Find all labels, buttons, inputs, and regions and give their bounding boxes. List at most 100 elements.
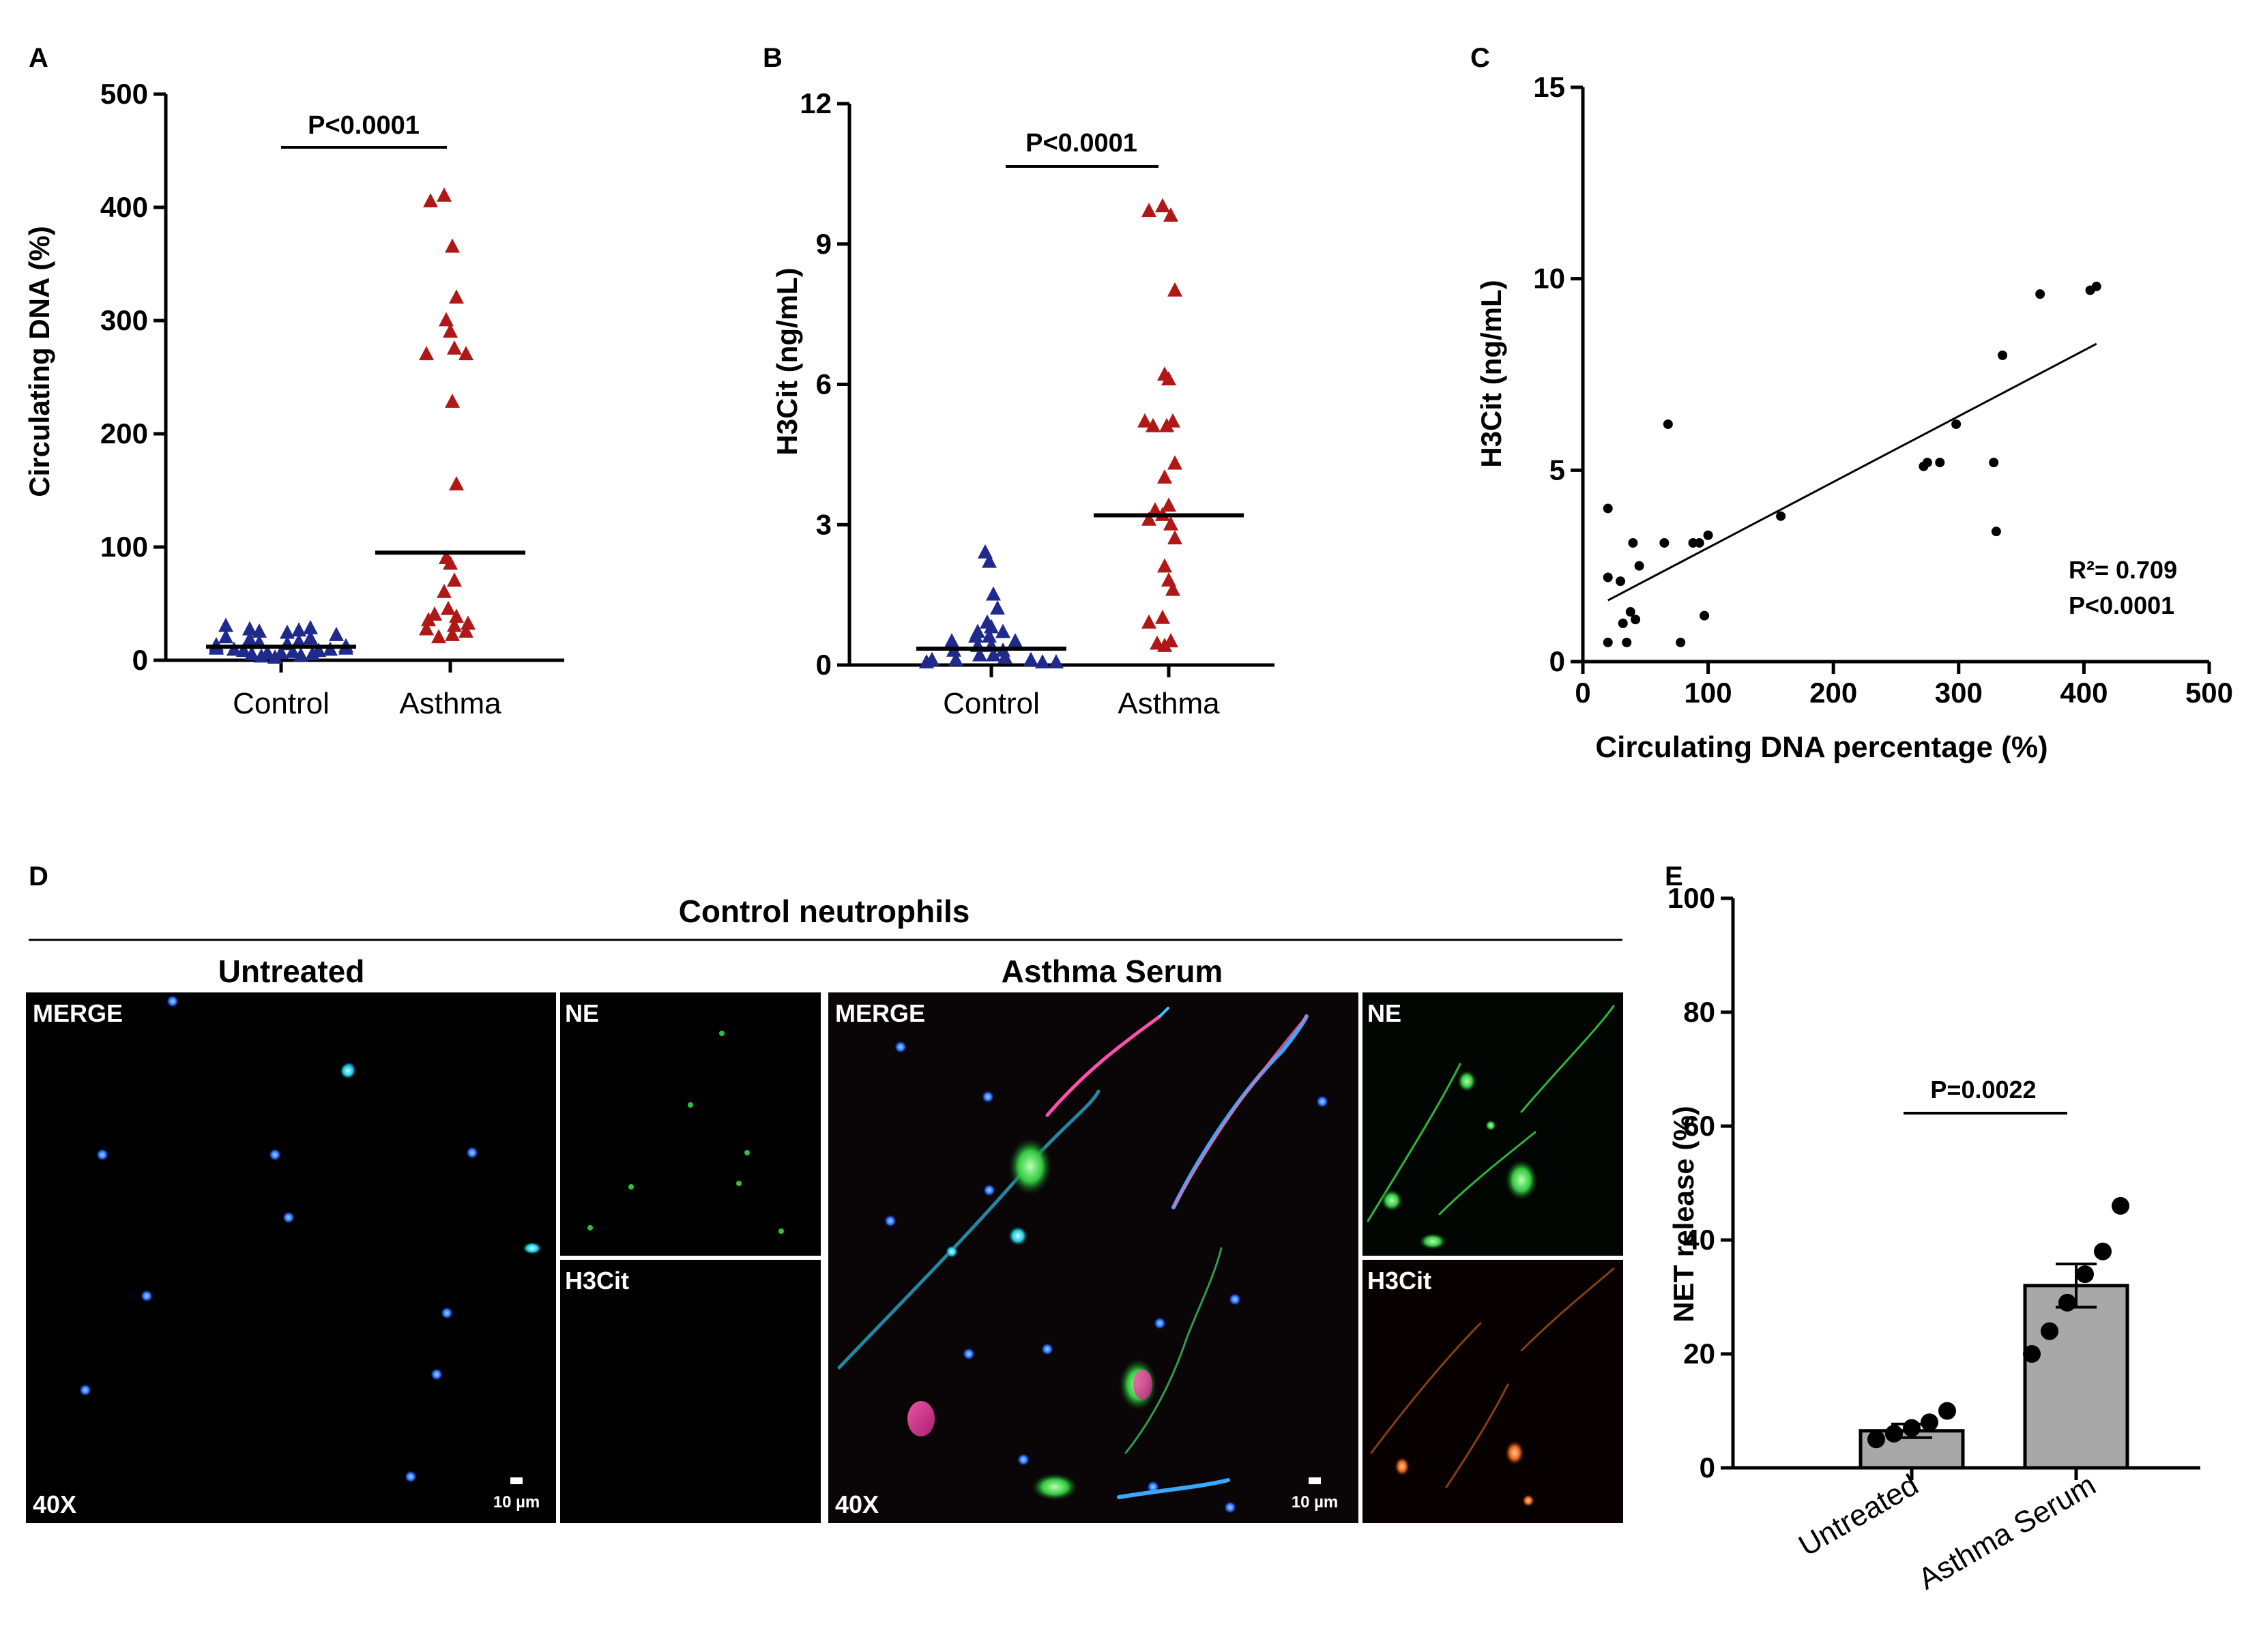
chart-a-asthma-point bbox=[443, 555, 458, 570]
chart-b-asthma-point bbox=[1167, 282, 1182, 297]
chart-b-control-point bbox=[995, 623, 1010, 638]
chart-c-point bbox=[1700, 610, 1710, 621]
chart-a-asthma-point bbox=[437, 583, 452, 598]
chart-e-point bbox=[1885, 1424, 1903, 1443]
asthma-merge-net-strands bbox=[837, 1007, 1309, 1499]
chart-b-asthma-point bbox=[1137, 413, 1152, 428]
nucleus-dot bbox=[166, 995, 179, 1007]
chart-c-y-tick-label: 10 bbox=[1533, 263, 1565, 295]
ne-spot bbox=[688, 1102, 693, 1108]
nucleus-dot bbox=[1229, 1293, 1241, 1306]
chart-a-asthma-point bbox=[461, 615, 476, 630]
chart-a-asthma-point bbox=[423, 193, 438, 208]
chart-b-asthma-point bbox=[1161, 371, 1176, 386]
chart-a-control-point bbox=[291, 622, 306, 637]
chart-e-y-tick-label: 60 bbox=[1683, 1110, 1715, 1142]
chart-b-axes: 0 3 6 9 12 bbox=[800, 87, 1274, 681]
micrograph-asthma-h3cit: H3Cit bbox=[1360, 1260, 1623, 1523]
micrograph-asthma-ne: NE bbox=[1360, 992, 1623, 1256]
chart-b-asthma-point bbox=[1165, 581, 1180, 596]
chart-c-point bbox=[1998, 350, 2008, 360]
untreated-h3cit-label: H3Cit bbox=[565, 1267, 629, 1295]
chart-a-control-point bbox=[274, 645, 289, 660]
chart-c-point bbox=[1935, 458, 1945, 468]
chart-b-control-point bbox=[948, 651, 963, 666]
chart-c-point bbox=[2035, 289, 2045, 299]
chart-c-point bbox=[1616, 576, 1626, 587]
chart-b-xtick-control: Control bbox=[943, 687, 1040, 720]
chart-e-marks bbox=[1859, 1112, 2129, 1470]
chart-e-point bbox=[1938, 1402, 1956, 1420]
chart-e-point bbox=[1903, 1419, 1921, 1437]
chart-b-asthma-point bbox=[1141, 203, 1156, 218]
chart-b-control-point bbox=[986, 586, 1001, 601]
chart-a-asthma-point bbox=[443, 323, 458, 338]
panel-label-c: C bbox=[1470, 43, 1490, 73]
chart-c-point bbox=[1989, 458, 1999, 468]
chart-a-asthma-point bbox=[449, 476, 464, 491]
chart-a-asthma-point bbox=[458, 346, 473, 361]
chart-a-xtick-asthma: Asthma bbox=[399, 687, 501, 720]
chart-a-control-point bbox=[242, 631, 257, 646]
chart-a-axes: 0 100 200 300 400 500 bbox=[100, 78, 564, 676]
chart-a-asthma-point bbox=[437, 187, 452, 202]
chart-c-marks bbox=[1603, 281, 2101, 647]
chart-c-point bbox=[1703, 530, 1713, 540]
micrograph-asthma-merge: MERGE 40X 10 µm bbox=[828, 992, 1360, 1523]
nucleus-dot bbox=[523, 1242, 542, 1254]
chart-b-asthma-point bbox=[1146, 417, 1161, 432]
chart-a-control-point bbox=[260, 645, 275, 660]
chart-a-asthma-point bbox=[419, 346, 434, 361]
chart-c-x-tick-label: 0 bbox=[1575, 677, 1590, 709]
chart-b-control-point bbox=[1049, 654, 1064, 668]
chart-c-point bbox=[1622, 637, 1632, 647]
chart-a-control-point bbox=[280, 624, 295, 639]
chart-e-point bbox=[2058, 1293, 2076, 1312]
chart-c-point bbox=[1663, 419, 1673, 429]
chart-b-control-point bbox=[982, 553, 997, 568]
chart-a-asthma-point bbox=[458, 623, 473, 638]
chart-c-correlation: 0 5 10 15 0 100 200 300 400 500 H3Cit (ng/mL) Cir… bbox=[1475, 71, 2233, 764]
chart-a-marks bbox=[206, 146, 525, 664]
microscopy-header: Control neutrophils bbox=[679, 894, 970, 929]
chart-e-axes: 0 20 40 60 80 100 bbox=[1667, 882, 2200, 1484]
nucleus-dot bbox=[894, 1041, 907, 1053]
chart-c-point bbox=[1951, 419, 1962, 429]
chart-b-asthma-point bbox=[1161, 497, 1176, 512]
panel-d-microscopy: Control neutrophils Untreated Asthma Ser… bbox=[26, 894, 1623, 1523]
chart-b-asthma-point bbox=[1157, 558, 1172, 573]
nucleus-dot bbox=[441, 1307, 453, 1319]
untreated-merge-label: MERGE bbox=[33, 999, 123, 1027]
chart-b-asthma-point bbox=[1141, 511, 1156, 526]
chart-b-control-point bbox=[919, 654, 934, 668]
chart-e-xtick-asthma-serum: Asthma Serum bbox=[1913, 1468, 2101, 1596]
chart-b-control-point bbox=[972, 647, 987, 662]
chart-b-y-tick-label: 12 bbox=[800, 87, 832, 119]
chart-c-fit-line bbox=[1607, 342, 2097, 602]
nucleus-dot bbox=[1154, 1317, 1166, 1329]
panel-label-d: D bbox=[29, 861, 48, 891]
chart-e-point bbox=[1867, 1430, 1885, 1449]
chart-c-point bbox=[1603, 637, 1613, 647]
chart-a-asthma-point bbox=[445, 393, 460, 408]
chart-a-control-point bbox=[303, 630, 318, 645]
asthma-h3cit-label: H3Cit bbox=[1367, 1267, 1431, 1295]
ne-spot bbox=[587, 1225, 593, 1230]
nucleus-dot bbox=[1316, 1095, 1328, 1108]
chart-e-point bbox=[2023, 1345, 2041, 1363]
chart-e-y-tick-label: 80 bbox=[1683, 996, 1715, 1028]
nucleus-dot bbox=[1017, 1454, 1030, 1466]
chart-a-y-tick-label: 500 bbox=[100, 78, 148, 110]
asthma-scale-label: 10 µm bbox=[1292, 1493, 1339, 1511]
chart-c-point bbox=[1776, 511, 1786, 521]
nucleus-dot bbox=[405, 1471, 417, 1483]
chart-a-y-tick-label: 200 bbox=[100, 417, 148, 449]
chart-e-y-tick-label: 0 bbox=[1700, 1451, 1715, 1484]
chart-a-control-point bbox=[218, 629, 233, 644]
chart-a-y-tick-label: 0 bbox=[132, 644, 148, 676]
micrograph-untreated-merge: MERGE 40X 10 µm bbox=[26, 992, 558, 1523]
chart-b-y-tick-label: 0 bbox=[816, 649, 832, 681]
chart-b-control-point bbox=[1035, 654, 1050, 668]
chart-b-xtick-asthma: Asthma bbox=[1118, 687, 1220, 720]
